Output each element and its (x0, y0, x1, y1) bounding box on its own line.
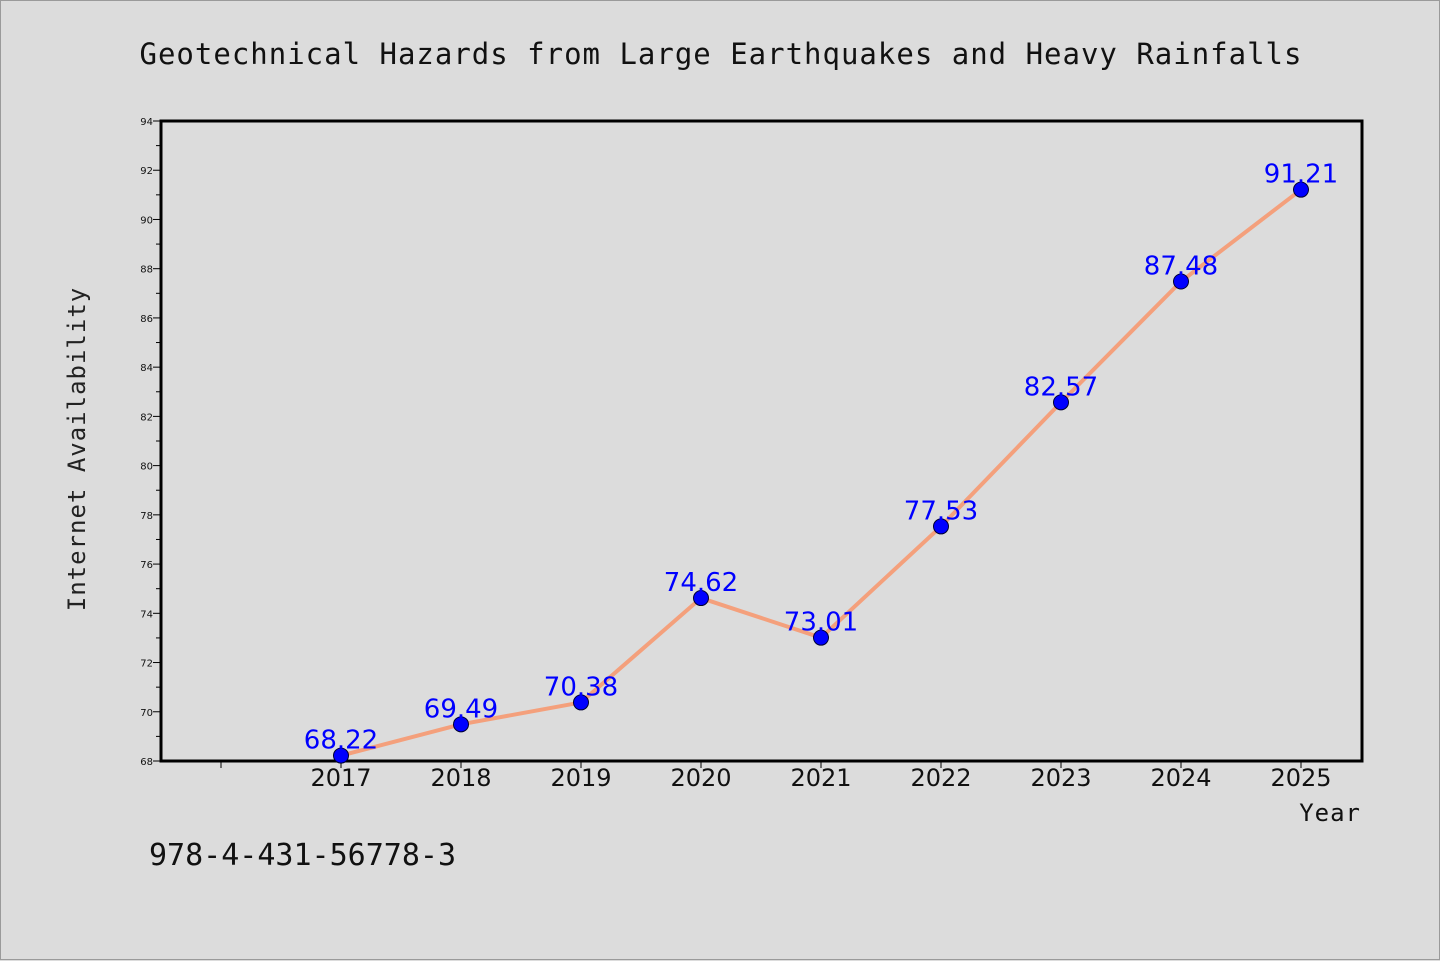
plot-area: 68 70 72 74 76 78 80 82 84 86 88 90 92 94 2017 2018 2019… (140, 117, 1364, 792)
data-point (693, 590, 709, 607)
x-axis-label: Year (1299, 799, 1361, 827)
data-point (573, 694, 589, 711)
data-label: 70.38 (544, 672, 618, 702)
y-axis-label: Internet Availability (63, 287, 91, 611)
data-label: 87.48 (1144, 251, 1218, 281)
x-tick-label: 2017 (310, 764, 371, 792)
y-tick-label: 78 (140, 511, 153, 522)
y-tick-label: 80 (140, 462, 153, 473)
x-tick-label: 2022 (910, 764, 971, 792)
data-point (813, 629, 829, 646)
y-tick-label: 76 (140, 560, 153, 571)
isbn-annotation: 978-4-431-56778-3 (149, 838, 456, 873)
data-label: 73.01 (784, 608, 858, 638)
x-tick-label: 2021 (790, 764, 851, 792)
y-tick-label: 86 (140, 314, 153, 325)
data-label: 77.53 (904, 496, 978, 526)
x-tick-label: 2025 (1270, 764, 1331, 792)
data-point (453, 716, 469, 733)
y-tick-label: 68 (140, 757, 153, 768)
x-tick-label: 2023 (1030, 764, 1091, 792)
y-tick-label: 94 (140, 117, 153, 128)
y-tick-label: 74 (140, 609, 153, 620)
data-label: 69.49 (424, 694, 498, 724)
data-point (933, 518, 949, 535)
y-tick-label: 72 (140, 659, 153, 670)
x-tick-label: 2018 (430, 764, 491, 792)
y-tick-label: 88 (140, 265, 153, 276)
data-label: 91.21 (1264, 160, 1338, 190)
data-label: 74.62 (664, 568, 738, 598)
data-label: 68.22 (304, 726, 378, 756)
chart-title: Geotechnical Hazards from Large Earthqua… (140, 37, 1303, 71)
data-label: 82.57 (1024, 372, 1098, 402)
y-tick-label: 70 (140, 708, 153, 719)
data-point (333, 747, 349, 764)
plot-frame (159, 119, 1364, 763)
x-tick-label: 2024 (1150, 764, 1211, 792)
x-tick-label: 2020 (670, 764, 731, 792)
y-tick-label: 90 (140, 215, 153, 226)
x-tick-label: 2019 (550, 764, 611, 792)
y-tick-label: 92 (140, 166, 153, 177)
data-point (1293, 181, 1309, 198)
data-point (1173, 273, 1189, 290)
data-point (1053, 394, 1069, 411)
y-tick-label: 84 (140, 363, 153, 374)
y-tick-label: 82 (140, 412, 153, 423)
